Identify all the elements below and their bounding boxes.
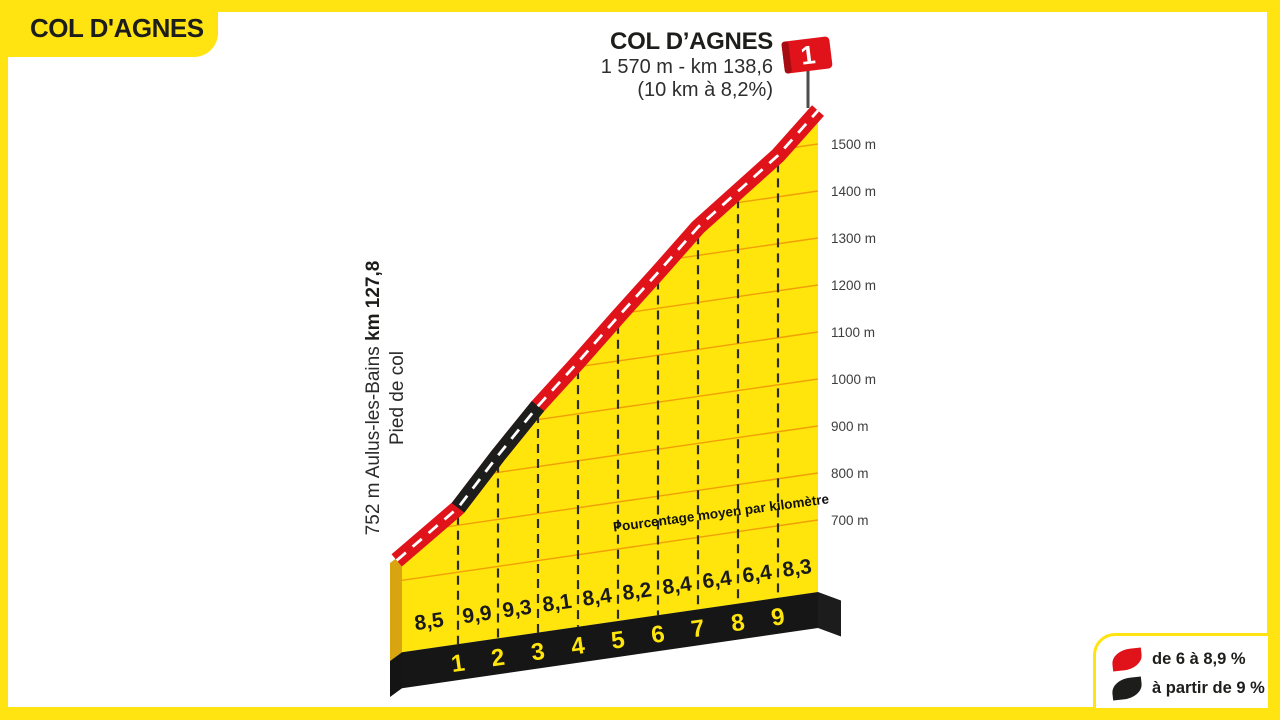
elevation-tick-label: 800 m [831,466,869,481]
gradient-label: 8,3 [781,555,813,582]
elevation-tick-label: 1100 m [831,325,875,340]
elevation-tick-label: 1300 m [831,231,876,246]
elevation-tick-label: 700 m [831,513,869,528]
summit-length-gradient: (10 km à 8,2%) [637,79,773,101]
km-label: 3 [529,638,546,667]
elevation-tick-label: 1400 m [831,184,876,199]
elevation-grid-line [402,472,818,534]
km-label: 4 [569,632,587,661]
elevation-tick-label: 1500 m [831,137,876,152]
km-label: 7 [689,615,706,644]
gradient-label: 8,4 [661,572,693,599]
road-centerline [395,109,820,562]
profile-face [402,110,818,653]
legend-row-black: à partir de 9 % [1110,674,1268,703]
start-foot-line: Pied de col [387,351,408,446]
legend-swatch-black-leaf-icon [1110,676,1144,701]
right-base-side [818,592,841,637]
left-side-face [390,554,402,661]
legend-row-red: de 6 à 8,9 % [1110,645,1268,674]
gradient-label: 8,1 [541,590,573,617]
gradient-label: 6,4 [701,567,733,594]
elevation-tick-label: 1200 m [831,278,876,293]
legend-label-black: à partir de 9 % [1152,679,1265,697]
km-label: 8 [729,609,746,638]
legend-box: de 6 à 8,9 % à partir de 9 % [1093,633,1268,708]
climb-name-banner: COL D'AGNES [0,0,218,57]
summit-title: COL D’AGNES [610,28,773,55]
gradient-label: 8,5 [413,608,445,635]
flag-category-number: 1 [799,39,817,71]
gradient-label: 8,4 [581,584,613,611]
legend-swatch-red-leaf-icon [1110,647,1144,672]
summit-info-block: COL D’AGNES 1 570 m - km 138,6 (10 km à … [400,28,774,102]
km-base-band [402,592,818,689]
summit-elevation-km: 1 570 m - km 138,6 [600,56,773,78]
elevation-grid-line [402,519,818,581]
km-label: 5 [609,626,626,655]
climb-start-label: 752 m Aulus-les-Bains km 127,8 Pied de c… [362,261,410,536]
km-label: 6 [649,620,666,649]
gradient-label: 9,3 [501,596,533,623]
start-place-line: 752 m Aulus-les-Bains km 127,8 [363,260,384,536]
elevation-tick-label: 1000 m [831,372,876,387]
elevation-tick-label: 900 m [831,419,869,434]
gradient-label: 8,2 [621,578,653,605]
start-km: km 127,8 [363,260,384,341]
category-flag: 1 [781,36,833,74]
km-label: 9 [769,603,786,632]
legend-label-red: de 6 à 8,9 % [1152,650,1246,668]
km-label: 2 [489,644,506,673]
left-base-side [390,652,402,697]
gradient-label: 6,4 [741,561,773,588]
km-label: 1 [449,649,466,678]
gradient-label: 9,9 [461,601,493,628]
